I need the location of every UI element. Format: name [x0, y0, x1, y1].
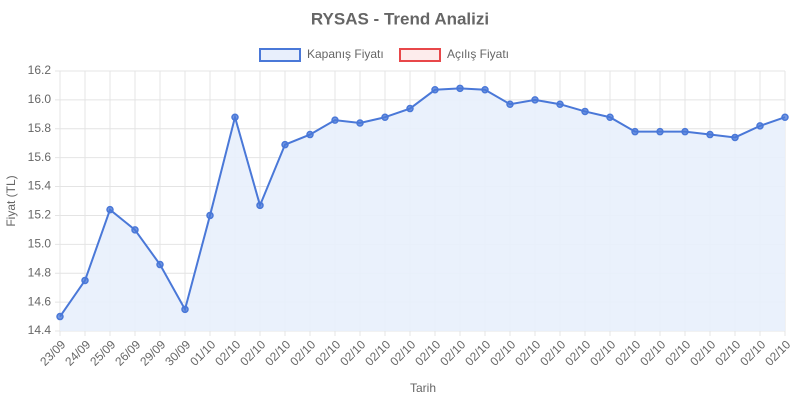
x-tick-label: 02/10	[387, 337, 418, 368]
point	[81, 276, 89, 285]
point	[331, 116, 339, 124]
x-tick-label: 02/10	[487, 337, 518, 368]
legend-label: Kapanış Fiyatı	[307, 47, 384, 61]
point	[381, 113, 389, 121]
point	[181, 305, 189, 314]
point	[306, 130, 314, 139]
x-tick-label: 26/09	[112, 337, 143, 368]
x-tick-label: 02/10	[362, 337, 393, 368]
point	[431, 86, 439, 94]
x-axis-label: Tarih	[410, 381, 436, 395]
x-tick-label: 24/09	[62, 337, 93, 368]
point	[406, 104, 414, 113]
point	[781, 113, 789, 121]
x-tick-label: 02/10	[237, 337, 268, 368]
y-tick-label: 14.8	[28, 265, 52, 279]
x-tick-label: 02/10	[562, 337, 593, 368]
point	[256, 201, 264, 210]
point	[631, 127, 639, 136]
legend-swatch	[399, 48, 441, 62]
point	[481, 86, 489, 94]
x-tick-label: 23/09	[37, 337, 68, 368]
x-tick-label: 02/10	[312, 337, 343, 368]
area	[60, 88, 785, 331]
y-tick-label: 15.4	[28, 179, 52, 193]
x-tick-label: 02/10	[262, 337, 293, 368]
line	[59, 87, 786, 318]
x-tick-label: 02/10	[687, 337, 718, 368]
point	[456, 84, 464, 93]
x-tick-label: 29/09	[137, 337, 168, 368]
x-tick-label: 02/10	[212, 337, 243, 368]
legend-label: Açılış Fiyatı	[447, 47, 509, 61]
x-tick-label: 02/10	[537, 337, 568, 368]
point	[131, 226, 139, 234]
x-tick-label: 02/10	[337, 337, 368, 368]
chart-title: RYSAS - Trend Analizi	[311, 9, 489, 28]
x-tick-label: 02/10	[287, 337, 318, 368]
point	[231, 113, 239, 121]
y-tick-label: 15.8	[28, 121, 52, 135]
point	[706, 130, 714, 139]
point	[656, 127, 664, 136]
point	[681, 127, 689, 136]
point	[506, 100, 514, 108]
point	[581, 107, 589, 116]
x-tick-label: 02/10	[637, 337, 668, 368]
x-tick-label: 02/10	[462, 337, 493, 368]
x-tick-label: 02/10	[412, 337, 443, 368]
y-tick-label: 15.2	[28, 208, 52, 222]
x-tick-label: 02/10	[512, 337, 543, 368]
y-tick-label: 14.6	[28, 294, 52, 308]
point	[756, 122, 764, 130]
x-tick-label: 02/10	[662, 337, 693, 368]
x-tick-label: 02/10	[762, 337, 793, 368]
x-tick-label: 02/10	[437, 337, 468, 368]
point	[206, 211, 214, 220]
x-tick-label: 02/10	[587, 337, 618, 368]
point	[731, 133, 739, 142]
x-tick-label: 25/09	[87, 337, 118, 368]
y-tick-label: 14.4	[28, 323, 52, 337]
x-tick-label: 02/10	[712, 337, 743, 368]
point	[156, 260, 164, 269]
y-axis-label: Fiyat (TL)	[4, 175, 18, 226]
y-tick-label: 16.0	[28, 92, 52, 106]
x-tick-label: 02/10	[612, 337, 643, 368]
point	[531, 96, 539, 104]
point	[281, 140, 289, 149]
point	[356, 119, 364, 127]
legend-swatch	[259, 48, 301, 62]
y-tick-label: 15.6	[28, 150, 52, 164]
point	[56, 312, 64, 321]
y-tick-label: 15.0	[28, 237, 52, 251]
point	[556, 100, 564, 108]
point	[106, 205, 114, 214]
x-tick-label: 30/09	[162, 337, 193, 368]
x-tick-label: 01/10	[187, 337, 218, 368]
x-tick-label: 02/10	[737, 337, 768, 368]
y-tick-label: 16.2	[28, 63, 52, 77]
point	[606, 113, 614, 121]
